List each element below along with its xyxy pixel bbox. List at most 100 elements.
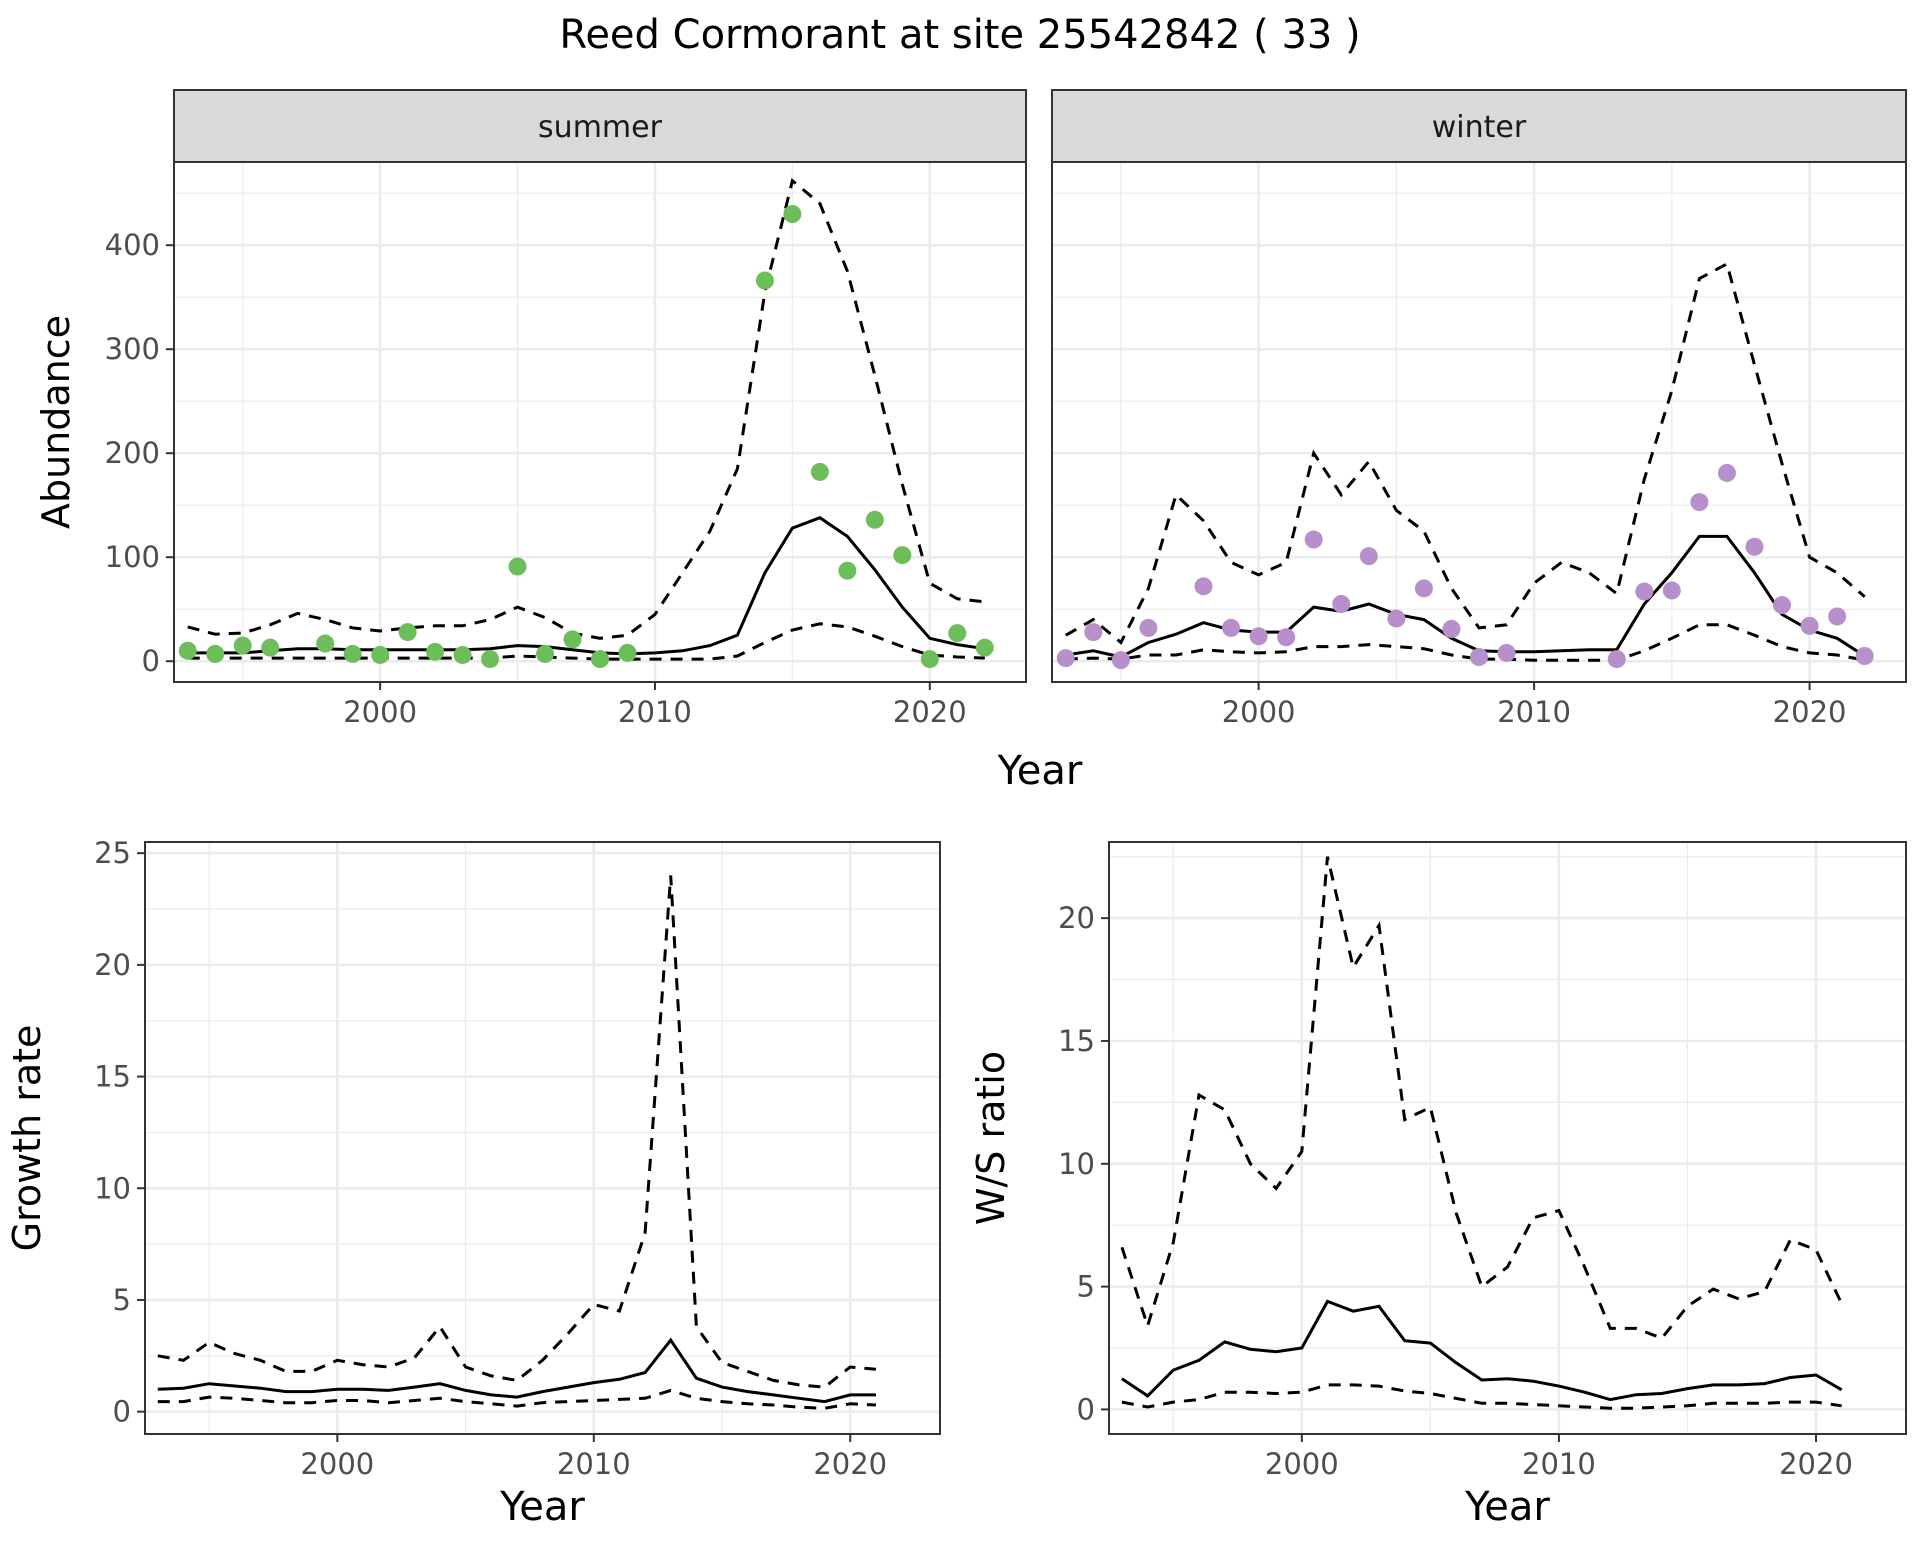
data-point (1662, 581, 1681, 600)
data-point (1607, 650, 1626, 669)
data-point (398, 623, 417, 642)
facet-label-summer: summer (538, 110, 663, 145)
y-tick-label: 5 (1077, 1270, 1095, 1304)
data-point (1084, 623, 1103, 642)
plot-background (145, 842, 940, 1434)
y-tick-label: 15 (94, 1060, 131, 1094)
upper-bound-line (1065, 261, 1866, 645)
data-point (948, 624, 967, 643)
data-point (975, 638, 994, 657)
panel-border (173, 161, 1027, 683)
x-tick-label: 2020 (893, 695, 967, 729)
x-tick-label: 2000 (343, 695, 417, 729)
data-point (893, 546, 912, 565)
data-point (1387, 609, 1406, 628)
panel-winter-abundance: winter 2000 2010 2020 (1051, 89, 1907, 729)
facet-label-winter: winter (1432, 110, 1527, 145)
data-point (178, 641, 197, 660)
panel-summer-abundance: summer 2000 2010 2020 0 100 200 300 400 Abundance (34, 89, 1027, 729)
data-point (920, 650, 939, 669)
y-tick-label: 10 (94, 1171, 131, 1205)
x-tick-label: 2000 (300, 1447, 374, 1481)
x-tick-label: 2010 (618, 695, 692, 729)
data-point (838, 561, 857, 580)
y-tick-label: 100 (105, 540, 160, 574)
x-tick-label: 2020 (1779, 1447, 1853, 1481)
x-tick-label: 2020 (813, 1447, 887, 1481)
data-point (1773, 596, 1792, 615)
data-point (618, 643, 637, 662)
data-point (536, 644, 555, 663)
fitted-line (1121, 1299, 1843, 1402)
x-tick-label: 2000 (1265, 1447, 1339, 1481)
data-point (233, 636, 252, 655)
y-tick-label: 0 (1077, 1392, 1095, 1426)
facet-strip (173, 89, 1027, 163)
y-tick-label: 0 (142, 644, 160, 678)
data-point (810, 462, 829, 481)
y-tick-label: 0 (113, 1395, 131, 1429)
figure-title: Reed Cormorant at site 25542842 ( 33 ) (559, 12, 1360, 58)
data-point (1635, 582, 1654, 601)
data-point (316, 634, 335, 653)
lower-bound-line (1121, 1383, 1842, 1410)
x-tick-label: 2020 (1773, 695, 1847, 729)
panel-growth-rate: 2000 2010 2020 0 5 10 15 20 25 Growth rate Year (5, 836, 941, 1530)
y-tick-label: 25 (94, 836, 131, 870)
y-tick-label: 15 (1058, 1024, 1095, 1058)
lower-bound-line (157, 1388, 876, 1410)
fitted-line (157, 1337, 876, 1404)
data-point (1828, 607, 1847, 626)
y-axis-label: W/S ratio (969, 1051, 1013, 1225)
y-tick-label: 5 (113, 1283, 131, 1317)
x-tick-label: 2000 (1222, 695, 1296, 729)
y-tick-label: 20 (94, 948, 131, 982)
x-axis-label: Year (1464, 1484, 1550, 1530)
data-point (563, 630, 582, 649)
data-point (1194, 577, 1213, 596)
data-point (1497, 643, 1516, 662)
data-point (591, 650, 609, 669)
upper-bound-line (187, 178, 985, 640)
data-point (343, 644, 362, 663)
y-tick-label: 200 (105, 436, 160, 470)
data-point (1717, 463, 1736, 482)
facet-strip (1051, 89, 1907, 163)
data-point (1690, 493, 1709, 512)
data-point (1359, 547, 1378, 566)
data-point (1414, 579, 1433, 598)
y-axis-label: Abundance (34, 315, 78, 529)
data-point (426, 642, 445, 661)
panel-border (1051, 161, 1907, 683)
data-point (1056, 649, 1075, 668)
data-point (1222, 618, 1241, 637)
data-point (1745, 537, 1764, 556)
x-axis-label-shared: Year (997, 748, 1083, 794)
data-point (783, 205, 802, 223)
panel-ws-ratio: 2000 2010 2020 0 5 10 15 20 W/S ratio Year (969, 841, 1907, 1530)
data-point (261, 638, 280, 657)
y-tick-label: 300 (105, 332, 160, 366)
y-axis-label: Growth rate (5, 1025, 49, 1252)
lower-bound-line (1065, 623, 1865, 662)
fitted-line (1065, 534, 1866, 659)
data-point (481, 650, 500, 669)
data-point (1470, 648, 1488, 667)
data-point (1855, 647, 1874, 665)
data-point (1111, 651, 1130, 670)
data-point (508, 557, 527, 576)
x-tick-label: 2010 (1497, 695, 1571, 729)
data-point (1139, 618, 1158, 637)
data-point (1249, 627, 1268, 646)
plot-background (1109, 842, 1906, 1434)
data-point (206, 644, 225, 663)
data-point (453, 645, 472, 664)
plot-background (174, 162, 1026, 682)
lower-bound-line (187, 622, 985, 661)
shared-axis-labels: Year (997, 748, 1083, 794)
upper-bound-line (1120, 856, 1844, 1340)
y-tick-label: 400 (105, 228, 160, 262)
data-point (1800, 616, 1819, 635)
data-point (371, 645, 390, 664)
